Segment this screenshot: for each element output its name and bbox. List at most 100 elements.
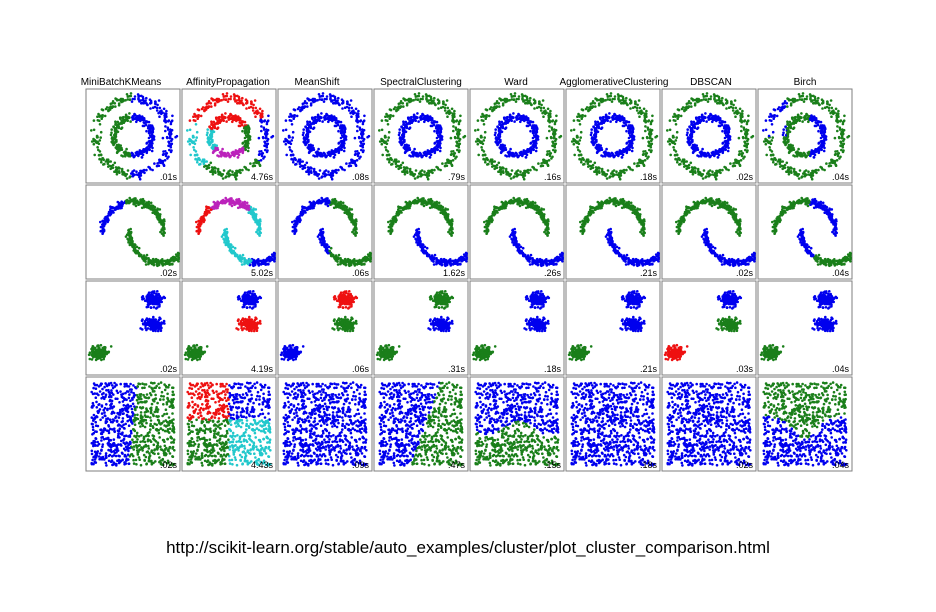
data-point (633, 162, 636, 165)
data-point (773, 114, 776, 117)
data-point (615, 170, 618, 173)
data-point (247, 146, 250, 150)
data-point (648, 148, 651, 152)
data-point (674, 123, 678, 126)
data-point (358, 136, 361, 140)
data-point (632, 138, 636, 141)
runtime-label: .18s (640, 172, 658, 182)
data-point (433, 102, 436, 105)
data-point (512, 176, 515, 179)
data-point (832, 112, 835, 116)
data-point (704, 98, 708, 101)
data-point (317, 153, 321, 156)
data-point (784, 143, 787, 147)
data-point (786, 133, 790, 136)
data-point (738, 152, 741, 156)
data-point (175, 134, 179, 138)
data-point (496, 143, 499, 147)
data-point (721, 102, 724, 105)
data-point (583, 162, 586, 166)
data-point (125, 147, 128, 151)
data-point (402, 105, 405, 108)
data-point (195, 153, 199, 156)
data-point (497, 126, 501, 130)
data-point (243, 144, 246, 148)
data-point (770, 139, 774, 142)
data-point (727, 131, 730, 134)
data-point (590, 136, 594, 139)
data-point (157, 111, 160, 115)
data-point (255, 112, 259, 116)
data-point (227, 152, 230, 155)
data-point (621, 153, 625, 157)
data-point (350, 106, 354, 110)
data-point (632, 135, 636, 138)
data-point (457, 143, 461, 147)
data-point (615, 150, 619, 154)
data-point (532, 148, 535, 152)
data-point (817, 141, 821, 145)
data-point (295, 162, 298, 166)
data-point (440, 135, 444, 138)
data-point (483, 136, 487, 139)
data-point (826, 100, 829, 104)
data-point (136, 117, 140, 120)
data-point (509, 173, 513, 176)
data-point (792, 119, 795, 122)
data-point (361, 122, 365, 126)
data-point (494, 136, 498, 139)
data-point (597, 102, 601, 105)
data-point (152, 138, 156, 141)
data-point (221, 177, 225, 180)
data-point (498, 133, 502, 136)
data-point (402, 133, 406, 136)
data-point (497, 170, 500, 173)
data-point (265, 143, 269, 147)
data-point (808, 117, 812, 120)
data-point (554, 128, 558, 132)
data-point (398, 131, 401, 134)
data-point (532, 134, 536, 137)
data-point (707, 152, 710, 155)
data-point (587, 165, 590, 168)
data-point (330, 114, 333, 117)
data-point (782, 128, 785, 131)
data-point (437, 107, 440, 110)
data-point (803, 174, 806, 178)
data-point (531, 136, 535, 140)
data-point (384, 115, 387, 118)
data-point (513, 92, 517, 95)
data-point (602, 173, 606, 176)
data-point (480, 115, 483, 118)
data-point (813, 95, 817, 99)
data-point (767, 134, 771, 138)
data-point (549, 109, 552, 113)
data-point (332, 156, 336, 159)
data-point (323, 97, 327, 101)
data-point (593, 161, 597, 165)
data-point (499, 172, 503, 176)
data-point (352, 112, 355, 116)
data-point (637, 164, 641, 168)
data-point (123, 118, 127, 122)
data-point (402, 120, 405, 123)
data-point (717, 124, 721, 128)
data-point (712, 117, 716, 120)
data-point (498, 120, 501, 123)
data-point (411, 118, 415, 122)
data-point (432, 123, 436, 127)
data-point (649, 143, 653, 147)
data-point (169, 132, 173, 135)
data-point (116, 120, 120, 124)
data-point (362, 128, 366, 132)
data-point (676, 160, 679, 164)
data-point (188, 142, 192, 146)
data-point (271, 134, 275, 138)
data-point (675, 136, 678, 139)
data-point (765, 153, 768, 157)
data-point (249, 162, 252, 165)
data-point (595, 151, 599, 155)
data-point (343, 131, 346, 134)
data-point (840, 148, 843, 152)
data-point (512, 116, 515, 119)
